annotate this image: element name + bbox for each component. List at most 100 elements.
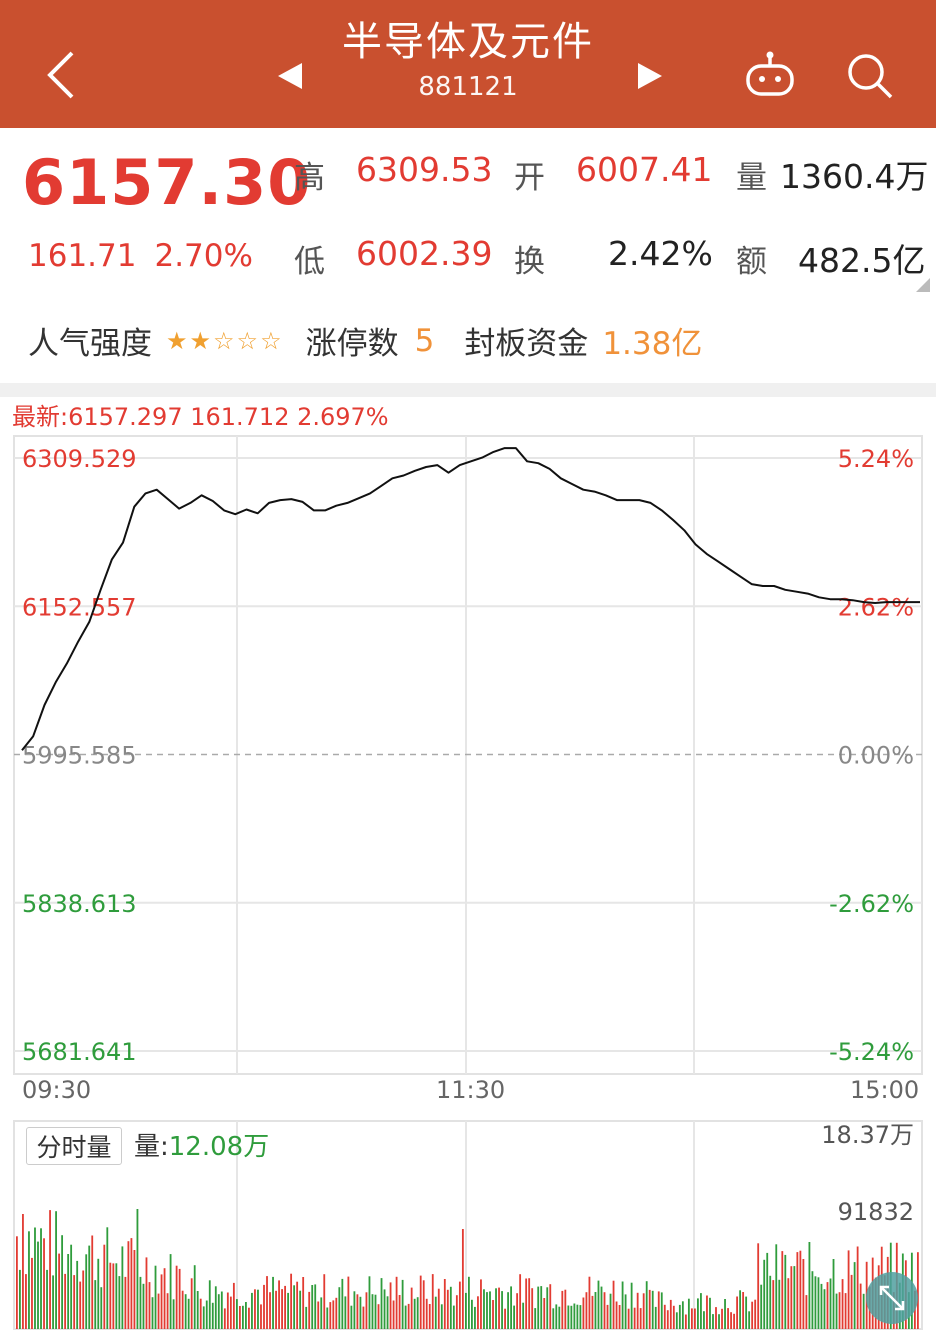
volume-bar — [229, 1296, 232, 1329]
volume-bar — [70, 1244, 73, 1329]
volume-bar — [733, 1313, 735, 1329]
volume-bar — [254, 1289, 256, 1329]
high-value: 6309.53 — [356, 150, 493, 189]
volume-bar — [507, 1292, 509, 1329]
expand-chart-button[interactable] — [866, 1272, 918, 1324]
expand-corner-icon[interactable] — [916, 278, 930, 292]
volume-bar — [615, 1301, 618, 1329]
volume-bar — [263, 1284, 265, 1329]
y-tick-left: 5838.613 — [22, 890, 137, 918]
volume-bar — [549, 1284, 552, 1329]
volume-bar — [305, 1306, 308, 1329]
intraday-price-chart[interactable]: 6309.529 5.24% 6152.557 2.62% 5995.585 0.00% 5… — [0, 430, 936, 1080]
volume-bar — [320, 1297, 323, 1329]
y-tick-left: 6309.529 — [22, 445, 137, 473]
volume-bar — [196, 1291, 199, 1329]
volume-bar — [443, 1279, 446, 1329]
volume-bar — [124, 1276, 127, 1329]
volume-bar — [341, 1278, 344, 1329]
volume-bar — [79, 1281, 82, 1329]
popularity-row: 人气强度 ★★☆☆☆ 涨停数 5 封板资金 1.38亿 — [28, 318, 702, 363]
volume-bar — [82, 1270, 85, 1329]
volume-bar — [139, 1276, 142, 1329]
volume-bar — [826, 1282, 829, 1329]
volume-bar — [160, 1274, 163, 1329]
volume-bar — [257, 1289, 259, 1329]
volume-bar — [419, 1275, 422, 1329]
stock-title: 半导体及元件 — [342, 19, 594, 65]
volume-bar — [675, 1312, 678, 1329]
volume-bar — [706, 1295, 708, 1329]
volume-bar — [498, 1287, 500, 1329]
volume-bar — [510, 1286, 513, 1329]
volume-bar — [742, 1292, 745, 1329]
next-stock-button[interactable] — [630, 56, 670, 96]
high-label: 高 — [294, 160, 325, 196]
volume-bar — [109, 1262, 112, 1329]
volume-value: 1360.4万 — [780, 157, 929, 196]
amount-label: 额 — [736, 244, 767, 280]
volume-bar — [522, 1302, 525, 1329]
limit-up-label: 涨停数 — [305, 326, 399, 362]
latest-readout: 最新:6157.297 161.712 2.697% — [12, 403, 389, 431]
volume-bar — [100, 1287, 103, 1329]
volume-bar — [380, 1278, 383, 1329]
volume-bar — [844, 1293, 847, 1329]
volume-bar — [302, 1277, 305, 1329]
volume-bar — [814, 1276, 817, 1329]
volume-bar — [73, 1275, 76, 1329]
volume-bar — [573, 1303, 576, 1329]
volume-bar — [383, 1289, 386, 1329]
volume-bar — [835, 1293, 838, 1329]
volume-bar — [455, 1295, 458, 1330]
volume-bar — [37, 1241, 39, 1329]
volume-bar — [211, 1302, 214, 1329]
change-percent: 2.70% — [154, 238, 253, 274]
volume-bar — [266, 1276, 268, 1329]
volume-bar — [639, 1308, 642, 1329]
volume-bar — [666, 1310, 669, 1329]
y-tick-right: -2.62% — [829, 890, 914, 918]
y-tick-left: 6152.557 — [22, 593, 137, 621]
volume-bar — [606, 1304, 609, 1329]
assistant-button[interactable] — [742, 50, 798, 100]
volume-bar — [697, 1298, 699, 1329]
volume-bar — [64, 1273, 67, 1329]
prev-stock-button[interactable] — [270, 56, 310, 96]
search-button[interactable] — [844, 50, 896, 102]
volume-bar — [645, 1281, 648, 1329]
volume-bar — [395, 1276, 398, 1329]
volume-bar — [437, 1288, 440, 1329]
volume-tab[interactable]: 分时量 — [26, 1127, 122, 1165]
volume-bar — [594, 1292, 597, 1329]
top-bar: 半导体及元件 881121 — [0, 0, 936, 128]
volume-bar — [422, 1280, 425, 1329]
volume-bar — [232, 1282, 235, 1329]
volume-chart[interactable] — [0, 1115, 936, 1332]
volume-bar — [205, 1300, 208, 1329]
volume-bar — [31, 1257, 33, 1329]
volume-bar — [172, 1299, 175, 1329]
volume-bar — [841, 1279, 844, 1329]
volume-bar — [504, 1308, 506, 1329]
volume-bar — [501, 1291, 503, 1329]
volume-bar — [251, 1292, 253, 1329]
volume-bar — [552, 1308, 555, 1329]
price-change: 161.71 2.70% — [28, 238, 271, 274]
volume-bar — [543, 1298, 546, 1329]
back-button[interactable] — [30, 40, 90, 110]
volume-bar — [317, 1301, 320, 1329]
volume-bar — [513, 1305, 516, 1329]
search-icon — [848, 54, 893, 99]
volume-bar — [359, 1296, 362, 1329]
volume-bar — [660, 1292, 663, 1329]
volume-bar — [452, 1305, 455, 1329]
popularity-label: 人气强度 — [28, 326, 152, 362]
volume-bar — [377, 1304, 380, 1329]
volume-bar — [85, 1254, 88, 1329]
volume-bar — [40, 1228, 42, 1329]
volume-bar — [736, 1296, 739, 1329]
volume-readout-label: 量: — [134, 1132, 169, 1162]
volume-bar — [474, 1306, 476, 1329]
volume-bar — [458, 1281, 461, 1329]
